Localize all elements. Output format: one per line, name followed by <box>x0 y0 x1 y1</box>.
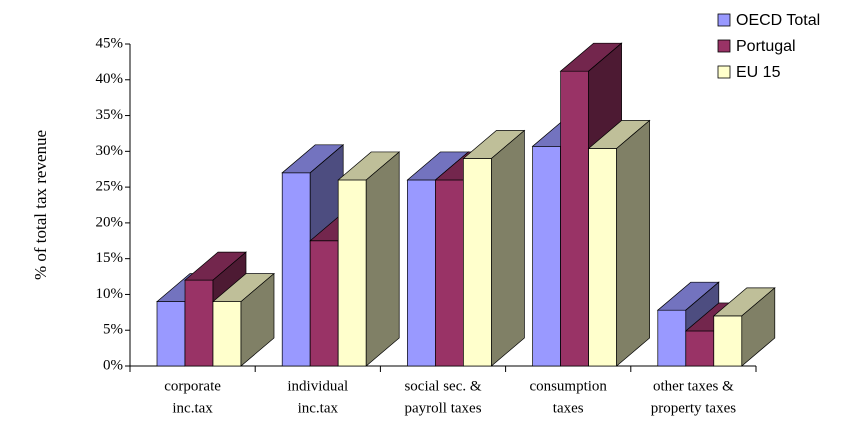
x-tick-label: other taxes & <box>653 378 734 394</box>
bar <box>281 172 311 367</box>
x-tick-label: consumption <box>529 378 607 394</box>
x-tick-label: social sec. & <box>404 378 481 394</box>
y-tick-label: 0% <box>103 357 123 373</box>
y-tick-label: 35% <box>96 107 124 123</box>
y-axis-label: % of total tax revenue <box>31 130 50 280</box>
y-tick-label: 5% <box>103 322 123 338</box>
bar-side <box>741 287 776 367</box>
legend-label: OECD Total <box>736 12 820 29</box>
x-tick-label: taxes <box>553 400 584 416</box>
y-tick-label: 25% <box>96 179 124 195</box>
y-tick-label: 45% <box>96 35 124 51</box>
legend-label: EU 15 <box>736 64 781 81</box>
x-tick-label: inc.tax <box>298 400 339 416</box>
bar-side <box>491 129 525 367</box>
bar <box>588 148 617 367</box>
bar <box>184 279 214 367</box>
bar <box>560 70 589 367</box>
y-tick-label: 20% <box>96 214 124 230</box>
y-tick-label: 40% <box>96 71 124 87</box>
legend-label: Portugal <box>736 38 796 55</box>
bar <box>212 301 242 367</box>
y-tick-label: 30% <box>96 143 124 159</box>
bar <box>337 179 367 367</box>
bar <box>685 330 715 367</box>
bar <box>657 309 687 367</box>
bar <box>713 315 743 367</box>
bar <box>156 301 186 367</box>
legend-swatch <box>717 13 731 27</box>
bar <box>532 145 561 367</box>
x-tick-label: payroll taxes <box>404 400 481 416</box>
bar-side <box>616 119 650 367</box>
bar <box>463 158 492 367</box>
x-tick-label: corporate <box>164 378 221 394</box>
x-tick-label: property taxes <box>651 400 737 416</box>
bar-side <box>365 151 400 367</box>
bar <box>309 240 339 367</box>
bar <box>435 179 464 367</box>
x-tick-label: individual <box>287 378 348 394</box>
legend-swatch <box>717 39 731 53</box>
y-tick-label: 15% <box>96 250 124 266</box>
y-tick-label: 10% <box>96 286 124 302</box>
legend-swatch <box>717 65 731 79</box>
x-tick-label: inc.tax <box>172 400 213 416</box>
bar-side <box>240 272 275 367</box>
bar <box>407 179 436 367</box>
